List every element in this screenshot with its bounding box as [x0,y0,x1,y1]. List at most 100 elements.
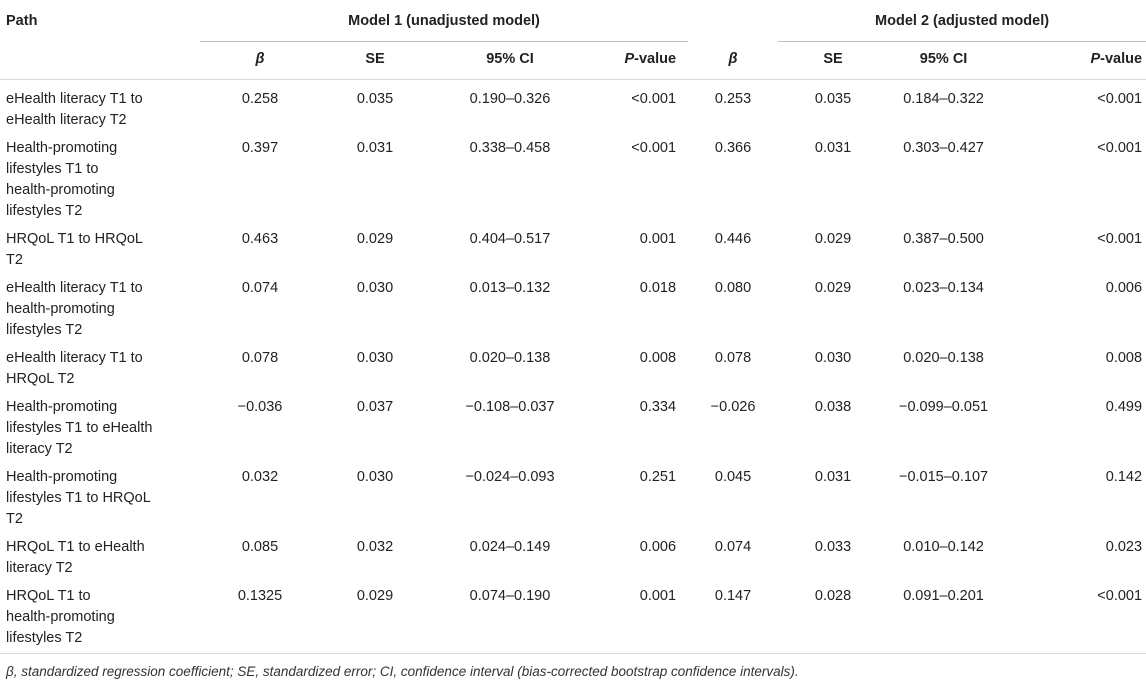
model1-header: Model 1 (unadjusted model) [200,4,689,42]
m1-se-cell: 0.029 [320,583,430,654]
m1-pvalue-cell: 0.008 [639,350,677,366]
path-line: lifestyles T2 [6,322,83,338]
m1-se-cell: 0.030 [356,469,394,485]
m2-ci-cell: 0.023–0.134 [903,280,984,296]
path-line: HRQoL T2 [6,371,75,387]
m2-se-header: SE [823,51,843,67]
m1-beta-cell: 0.074 [241,280,279,296]
m1-se-cell: 0.030 [356,280,394,296]
m2-se-cell: 0.028 [778,583,889,654]
path-line: Health-promoting [6,399,118,415]
path-line: health-promoting [6,301,115,317]
m2-pvalue-header: P-value [1090,51,1143,67]
m1-ci-cell: 0.013–0.132 [469,280,551,296]
m2-ci-header: 95% CI [919,51,968,67]
path-line: literacy T2 [6,441,73,457]
m2-pvalue-cell: <0.001 [999,79,1146,135]
m1-se-cell: 0.035 [320,79,430,135]
m2-ci-cell: 0.303–0.427 [903,140,984,156]
m2-se-cell: 0.029 [814,280,852,296]
path-cell: Health-promoting lifestyles T1 to HRQoL T2 [0,464,200,534]
path-line: Health-promoting [6,469,118,485]
m2-pvalue-cell: 0.008 [1105,350,1143,366]
results-table: Path Model 1 (unadjusted model) Model 2 … [0,4,1146,654]
m1-beta-cell: 0.463 [241,231,279,247]
m2-pvalue-cell: <0.001 [999,583,1146,654]
path-line: HRQoL T1 to eHealth [6,539,145,555]
path-cell: eHealth literacy T1 to HRQoL T2 [0,345,200,394]
m1-beta-cell: 0.258 [200,79,320,135]
table-row: HRQoL T1 to eHealth literacy T2 0.085 0.032… [0,534,1146,583]
m2-pvalue-cell: <0.001 [1097,231,1143,247]
m1-se-cell: 0.029 [356,231,394,247]
m2-beta-cell: −0.026 [710,399,756,415]
m1-se-header: SE [365,51,385,67]
m1-ci-cell: −0.108–0.037 [465,399,555,415]
m1-se-cell: 0.031 [356,140,394,156]
table-row: HRQoL T1 to health-promoting lifestyles T2… [0,583,1146,654]
path-line: literacy T2 [6,560,73,576]
m2-pvalue-cell: 0.006 [1105,280,1143,296]
m2-ci-cell: 0.387–0.500 [903,231,984,247]
m1-ci-cell: 0.338–0.458 [469,140,551,156]
m1-ci-cell: 0.074–0.190 [430,583,590,654]
table-row: eHealth literacy T1 to HRQoL T2 0.078 0.030… [0,345,1146,394]
m1-beta-cell: 0.397 [241,140,279,156]
path-line: eHealth literacy T1 to [6,350,143,366]
path-line: HRQoL T1 to [6,588,91,604]
m1-se-cell: 0.032 [356,539,394,555]
path-line: lifestyles T2 [6,630,83,646]
table-body: eHealth literacy T1 to eHealth literacy T… [0,79,1146,654]
m2-se-cell: 0.038 [814,399,852,415]
table-footnote: β, standardized regression coefficient; … [6,664,799,679]
m2-pvalue-cell: 0.023 [1105,539,1143,555]
m2-beta-cell: 0.253 [688,79,779,135]
path-cell: Health-promoting lifestyles T1 to health-p… [0,135,200,226]
m1-ci-header: 95% CI [486,51,534,67]
m1-pvalue-header: P-value [624,51,677,67]
path-cell: HRQoL T1 to health-promoting lifestyles T2 [0,583,200,654]
m2-se-cell: 0.031 [814,469,852,485]
header-row-groups: Path Model 1 (unadjusted model) Model 2 … [0,4,1146,42]
model2-header: Model 2 (adjusted model) [778,4,1146,42]
header-row-sub: β SE 95% CI P-value β SE 95% CI P-value [0,42,1146,80]
path-cell: eHealth literacy T1 to health-promoting li… [0,275,200,345]
table-row: HRQoL T1 to HRQoL T2 0.463 0.029 0.404–0.517… [0,226,1146,275]
m1-pvalue-cell: <0.001 [590,79,689,135]
m2-pvalue-cell: <0.001 [1097,140,1143,156]
m1-pvalue-cell: 0.018 [639,280,677,296]
path-line: lifestyles T1 to [6,161,99,177]
m1-ci-cell: 0.024–0.149 [469,539,551,555]
m1-se-cell: 0.037 [356,399,394,415]
path-line: eHealth literacy T2 [6,112,127,128]
m2-beta-cell: 0.078 [714,350,752,366]
m1-pvalue-cell: 0.001 [590,583,689,654]
m1-beta-cell: 0.032 [241,469,279,485]
table-row: Health-promoting lifestyles T1 to health-p… [0,135,1146,226]
path-line: T2 [6,252,23,268]
m1-ci-cell: 0.020–0.138 [469,350,551,366]
path-cell: eHealth literacy T1 to eHealth literacy T… [0,79,200,135]
path-line: lifestyles T1 to HRQoL [6,490,151,506]
path-line: lifestyles T2 [6,203,83,219]
m2-se-cell: 0.030 [814,350,852,366]
path-cell: HRQoL T1 to HRQoL T2 [0,226,200,275]
m2-se-cell: 0.029 [814,231,852,247]
m2-beta-cell: 0.147 [688,583,779,654]
m2-ci-cell: 0.010–0.142 [903,539,984,555]
m2-ci-cell: 0.184–0.322 [888,79,1000,135]
m1-ci-cell: 0.190–0.326 [430,79,590,135]
m2-se-cell: 0.031 [814,140,852,156]
m2-beta-cell: 0.446 [714,231,752,247]
m1-beta-cell: 0.1325 [200,583,320,654]
path-line: lifestyles T1 to eHealth [6,420,153,436]
m2-beta-cell: 0.080 [714,280,752,296]
path-line: T2 [6,511,23,527]
m1-pvalue-cell: <0.001 [631,140,677,156]
col-path-header: Path [6,13,38,29]
table-row: Health-promoting lifestyles T1 to eHealth… [0,394,1146,464]
table-row: Health-promoting lifestyles T1 to HRQoL T2… [0,464,1146,534]
table-row: eHealth literacy T1 to eHealth literacy T… [0,79,1146,135]
m2-beta-cell: 0.074 [714,539,752,555]
